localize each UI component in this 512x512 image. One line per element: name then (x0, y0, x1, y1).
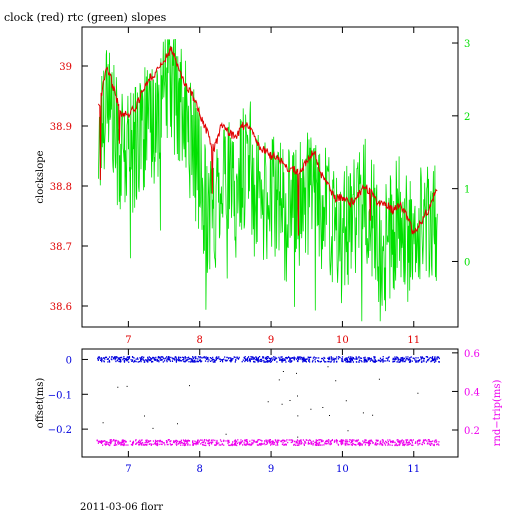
x-tick-label: 9 (268, 464, 274, 475)
offset-y-tick-label: 0 (66, 355, 72, 366)
right-y-tick-label: 2 (464, 112, 470, 123)
right-y-tick-label: 3 (464, 39, 470, 50)
top-plot-frame (81, 26, 459, 328)
chart-title: clock (red) rtc (green) slopes (4, 11, 167, 24)
x-tick-label: 10 (336, 335, 349, 346)
x-tick-label: 11 (407, 464, 420, 475)
outlier-points (102, 366, 419, 438)
round-trip-axis-label: rnd−trip(ms) (492, 379, 503, 446)
x-tick-label: 8 (197, 335, 203, 346)
round-trip-points (96, 439, 440, 447)
clock-slope-line (97, 45, 438, 236)
offset-y-tick-label: −0.1 (48, 390, 72, 401)
footer-date-host: 2011-03-06 florr (80, 502, 163, 512)
right-y-tick-label: 1 (464, 185, 470, 196)
left-y-tick-label: 38.9 (50, 122, 72, 133)
round-trip-y-tick-label: 0.4 (464, 387, 480, 398)
top-panel: 38.6 38.7 38.8 38.9 39 0 1 2 3 7 8 9 10 11 clockslope (35, 26, 470, 346)
x-tick-label: 9 (268, 335, 274, 346)
x-tick-label: 7 (125, 464, 131, 475)
x-tick-label: 11 (407, 335, 420, 346)
y-axis-label: clockslope (35, 150, 46, 203)
rtc-slope-line (98, 39, 438, 322)
left-y-tick-label: 38.7 (50, 242, 72, 253)
offset-y-tick-label: −0.2 (48, 425, 72, 436)
left-y-tick-label: 38.8 (50, 182, 72, 193)
x-tick-label: 8 (197, 464, 203, 475)
left-y-tick-label: 38.6 (50, 302, 72, 313)
x-tick-label: 7 (125, 335, 131, 346)
right-y-tick-label: 0 (464, 257, 470, 268)
offset-points (97, 356, 440, 363)
bottom-panel: 0 −0.1 −0.2 0.2 0.4 0.6 7 8 9 10 11 offset(ms) rnd−t… (35, 348, 503, 475)
bottom-plot-frame (81, 348, 459, 458)
offset-axis-label: offset(ms) (35, 378, 46, 429)
round-trip-y-tick-label: 0.6 (464, 349, 480, 360)
x-tick-label: 10 (336, 464, 349, 475)
round-trip-y-tick-label: 0.2 (464, 426, 480, 437)
left-y-tick-label: 39 (59, 62, 72, 73)
